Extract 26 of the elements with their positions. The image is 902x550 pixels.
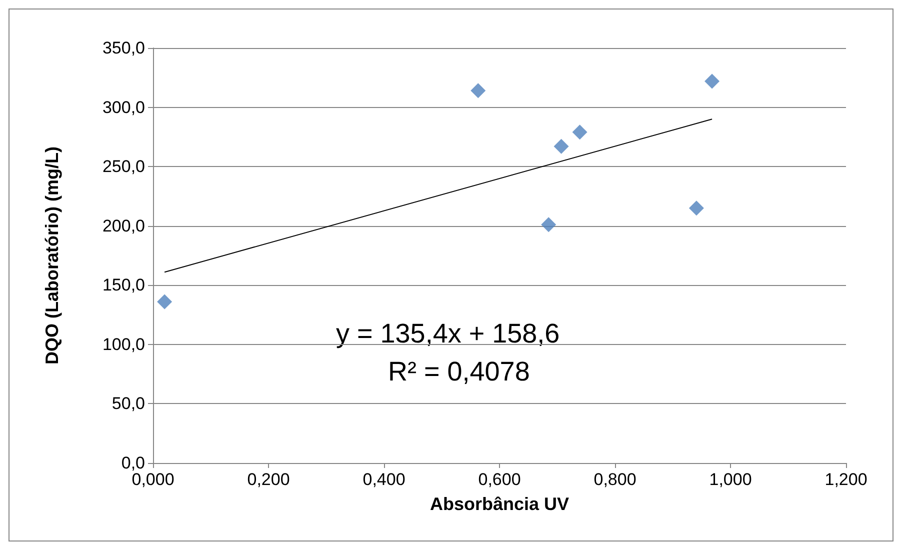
point (554, 138, 569, 154)
x-tick-label: 0,600 (478, 470, 521, 489)
x-tick-label: 0,800 (594, 470, 636, 489)
x-axis-title: Absorbância UV (430, 494, 570, 514)
y-tick-label: 200,0 (102, 216, 145, 236)
y-tick-label: 0,0 (121, 454, 145, 472)
y-tick-label: 350,0 (102, 38, 145, 58)
annotation: y = 135,4x + 158,6 (336, 318, 560, 348)
y-axis-title: DQO (Laboratório) (mg/L) (42, 146, 62, 364)
point (688, 200, 704, 216)
y-tick-label: 50,0 (112, 394, 145, 414)
y-tick-label: 100,0 (102, 334, 145, 354)
y-tick-label: 250,0 (102, 157, 145, 176)
x-tick-label: 0,000 (132, 470, 174, 489)
point (470, 83, 486, 98)
x-tick-label: 0,200 (247, 470, 290, 489)
y-tick-label: 300,0 (102, 98, 145, 117)
x-tick-label: 1,200 (824, 470, 868, 489)
annotation: R² = 0,4078 (388, 356, 530, 386)
point (541, 217, 556, 232)
x-tick-label: 1,000 (709, 470, 752, 489)
point (704, 74, 720, 89)
y-tick-label: 150,0 (102, 276, 145, 295)
point (157, 294, 172, 310)
point (572, 124, 588, 140)
x-tick-label: 0,400 (362, 470, 406, 489)
